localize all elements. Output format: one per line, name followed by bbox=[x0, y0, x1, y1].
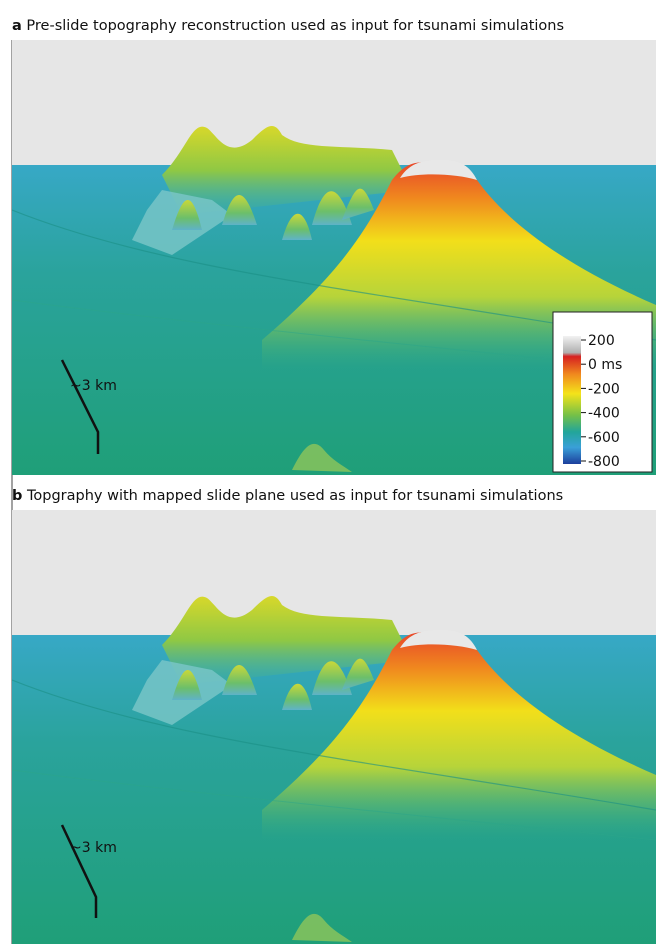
caption: a Pre-slide topography reconstruction us… bbox=[12, 18, 564, 34]
colorbar-label: 0 ms bbox=[588, 357, 622, 373]
caption: b Topgraphy with mapped slide plane used… bbox=[12, 488, 563, 504]
scale-bar bbox=[60, 359, 100, 454]
terrain-render bbox=[12, 510, 656, 944]
scale-label: ~3 km bbox=[70, 840, 117, 856]
scale-label: ~3 km bbox=[70, 378, 117, 394]
colorbar-label: 200 bbox=[588, 333, 615, 349]
panel-label: a bbox=[12, 18, 22, 34]
colorbar-legend: 200 0 ms -200 -400 -600 -800 bbox=[552, 311, 653, 473]
caption-text: Pre-slide topography reconstruction used… bbox=[26, 18, 564, 34]
scale-bar bbox=[60, 824, 98, 918]
colorbar-label: -400 bbox=[588, 406, 620, 422]
colorbar-label: -800 bbox=[588, 454, 620, 470]
colorbar bbox=[563, 336, 581, 464]
colorbar-label: -600 bbox=[588, 430, 620, 446]
caption-text: Topgraphy with mapped slide plane used a… bbox=[26, 488, 563, 504]
colorbar-label: -200 bbox=[588, 381, 620, 397]
panel-label: b bbox=[12, 488, 22, 504]
